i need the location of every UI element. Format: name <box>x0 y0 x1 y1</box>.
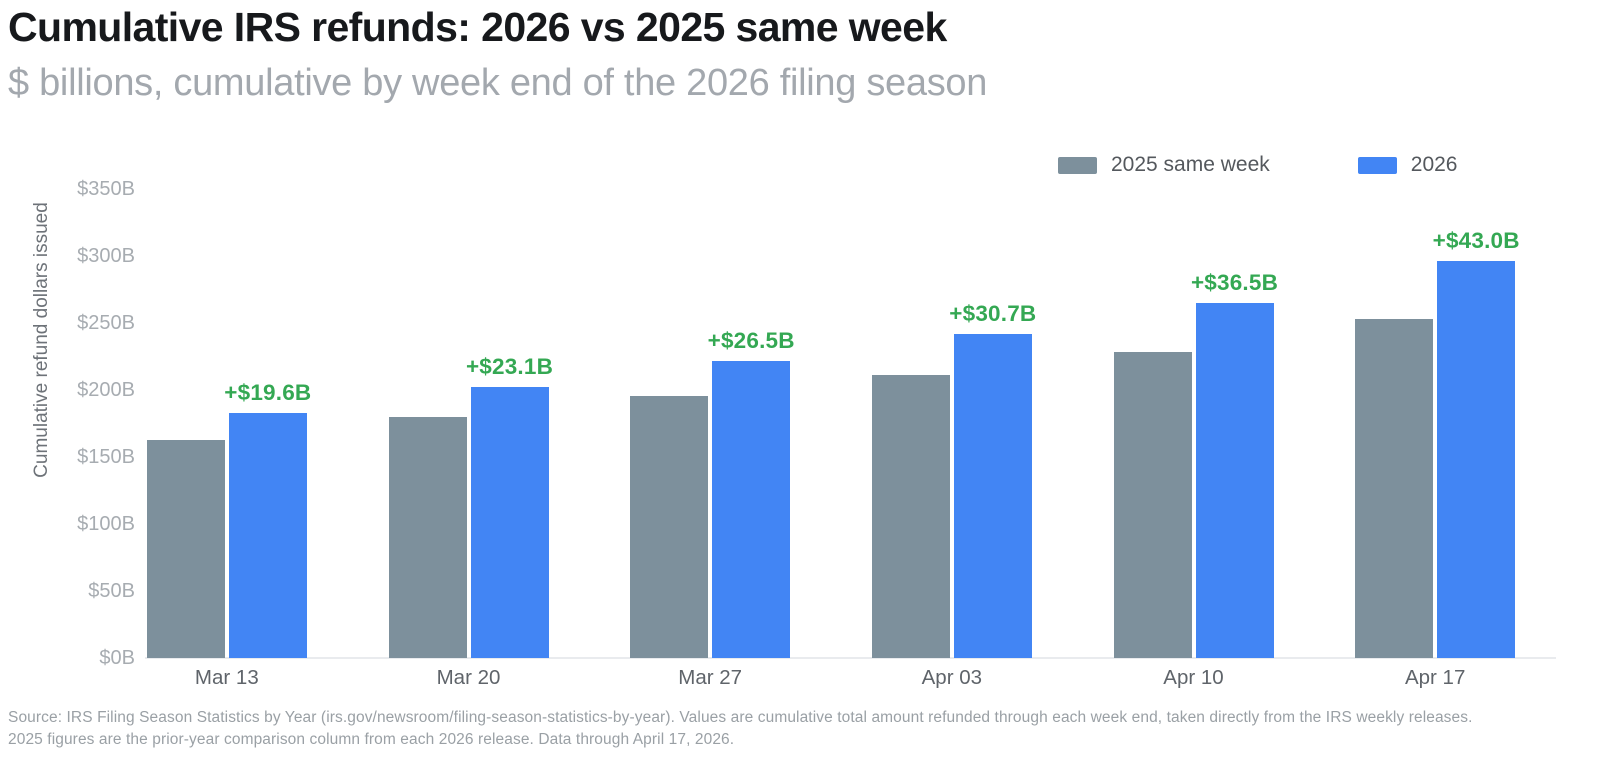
x-tick-label: Apr 10 <box>1163 666 1224 689</box>
y-tick-label: $0B <box>99 647 135 669</box>
diff-label: +$30.7B <box>949 300 1037 326</box>
chart-title: Cumulative IRS refunds: 2026 vs 2025 sam… <box>8 4 947 50</box>
x-tick-label: Mar 13 <box>194 666 259 689</box>
bar-2026 <box>1195 302 1274 658</box>
diff-label: +$43.0B <box>1432 228 1520 254</box>
legend-item-2025: 2025 same week <box>1058 153 1270 177</box>
bar-2026 <box>1437 261 1516 658</box>
source-note-line2: 2025 figures are the prior-year comparis… <box>8 731 735 748</box>
bar-2026 <box>470 386 549 658</box>
legend-label-2026: 2026 <box>1410 153 1458 176</box>
diff-label: +$36.5B <box>1190 269 1279 295</box>
legend-swatch-2026 <box>1357 156 1397 174</box>
bar-2025 <box>146 439 225 658</box>
x-axis-line <box>145 657 1556 659</box>
x-tick-label: Mar 20 <box>436 666 501 689</box>
y-tick-label: $100B <box>77 513 135 535</box>
x-tick-label: Apr 17 <box>1404 666 1466 689</box>
bar-2026 <box>712 360 791 658</box>
diff-label: +$19.6B <box>224 380 312 406</box>
diff-label: +$23.1B <box>465 353 554 379</box>
bar-2025 <box>630 396 709 658</box>
legend-item-2026: 2026 <box>1357 153 1458 177</box>
x-tick-label: Mar 27 <box>678 666 743 689</box>
x-tick-label: Apr 03 <box>921 666 983 689</box>
legend-swatch-2025 <box>1058 156 1097 174</box>
bar-2025 <box>388 417 467 658</box>
bar-2025 <box>871 375 950 658</box>
legend: 2025 same week 2026 <box>1058 153 1457 177</box>
bar-2025 <box>1355 318 1434 658</box>
y-tick-label: $150B <box>77 446 135 468</box>
bar-2025 <box>1113 351 1192 658</box>
y-tick-label: $200B <box>77 379 135 401</box>
y-tick-label: $350B <box>77 178 135 200</box>
source-note: Source: IRS Filing Season Statistics by … <box>8 707 1473 751</box>
bar-2026 <box>228 413 307 658</box>
bar-2026 <box>953 333 1032 658</box>
legend-label-2025: 2025 same week <box>1111 153 1270 176</box>
y-tick-label: $250B <box>77 312 135 334</box>
y-tick-label: $300B <box>77 245 135 267</box>
diff-label: +$26.5B <box>707 327 795 353</box>
chart-subtitle: $ billions, cumulative by week end of th… <box>8 62 988 104</box>
source-note-line1: Source: IRS Filing Season Statistics by … <box>8 709 1473 726</box>
y-tick-label: $50B <box>88 580 135 602</box>
